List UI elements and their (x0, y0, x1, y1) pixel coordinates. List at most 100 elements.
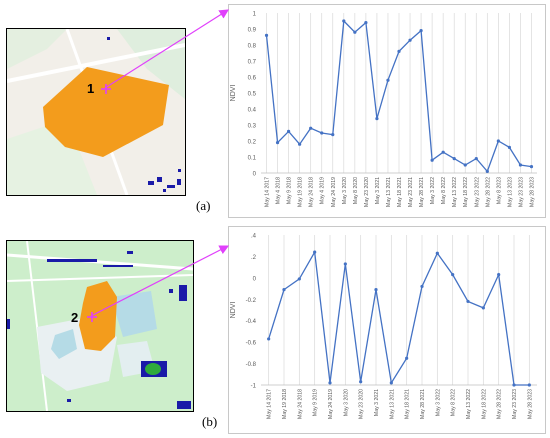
marker-label-1: 1 (87, 81, 94, 96)
data-point (297, 277, 301, 281)
data-point (441, 150, 445, 154)
x-tick-label: May 18 2022 (481, 389, 487, 419)
x-tick-label: May 9 2019 (313, 389, 319, 416)
chart-frame-a: 0 0.1 0.2 0.3 0.4 0.5 0.6 0.7 0.8 0.9 1 NDVI May 14 … (228, 4, 546, 218)
data-point (451, 273, 455, 277)
x-tick-label: May 9 2018 (287, 177, 293, 204)
x-tick-label: May 3 2021 (375, 177, 381, 204)
data-point (512, 383, 516, 387)
data-point (298, 142, 302, 146)
x-tick-label: May 4 2019 (320, 177, 326, 204)
y-tick-label: 1 (253, 12, 257, 18)
y-tick-label: .4 (251, 234, 257, 240)
data-point (452, 157, 456, 161)
x-tick-label: May 23 2022 (474, 177, 480, 207)
x-tick-label: May 24 2019 (328, 389, 334, 419)
chart-frame-b: .4 .2 0 -0.2 -0.4 -0.6 -0.8 -1 NDVI May 14 2017 Ma… (228, 226, 546, 434)
data-point (419, 29, 423, 33)
detection-pixels-a (148, 169, 181, 192)
x-tick-label: May 3 2021 (374, 389, 380, 416)
y-tick-label: -0.4 (246, 319, 257, 325)
x-tick-label: May 14 2017 (265, 177, 271, 207)
x-tick-label: May 8 2023 (496, 177, 502, 204)
x-tick-label: May 28 2021 (419, 177, 425, 207)
data-point (331, 133, 335, 137)
data-point (420, 284, 424, 289)
map-a-svg: 1 (7, 29, 185, 195)
map-b-road (26, 241, 48, 411)
x-tick-label: May 3 2020 (342, 177, 348, 204)
data-point (507, 145, 511, 149)
marker-label-2: 2 (71, 310, 78, 325)
x-tick-label: May 19 2018 (298, 177, 304, 207)
x-tick-label: May 3 2022 (435, 389, 441, 416)
panel-label-a: (a) (196, 198, 211, 213)
detection-green-patch (145, 363, 161, 375)
x-tick-label: May 18 2021 (397, 177, 403, 207)
data-point (342, 19, 346, 23)
panel-label-b: (b) (202, 414, 218, 429)
ndvi-chart-b: .4 .2 0 -0.2 -0.4 -0.6 -0.8 -1 NDVI May 14 2017 Ma… (230, 234, 537, 419)
detection-pixel (107, 37, 110, 40)
data-point (497, 273, 501, 277)
map-panel-b: 2 (6, 240, 194, 412)
data-point (353, 30, 357, 34)
x-tick-label: May 14 2017 (267, 389, 273, 419)
data-point (282, 288, 286, 292)
x-tick-label: May 23 2020 (364, 177, 370, 207)
x-tick-label: May 13 2022 (452, 177, 458, 207)
x-tick-label: May 4 2018 (276, 177, 282, 204)
x-tick-label: May 18 2022 (463, 177, 469, 207)
y-tick-label: 0.5 (248, 92, 257, 98)
y-axis-label: NDVI (230, 302, 237, 319)
x-tick-label: May 23 2023 (518, 177, 524, 207)
data-point (466, 299, 470, 304)
x-tick-label: May 23 2023 (512, 389, 518, 419)
x-tick-label: May 3 2020 (343, 389, 349, 416)
data-point (359, 380, 363, 384)
x-tick-label: May 8 2022 (441, 177, 447, 204)
data-point (405, 356, 409, 360)
data-point (496, 139, 500, 143)
x-tick-label: May 23 2020 (359, 389, 365, 419)
field-polygon-a (43, 67, 169, 157)
x-tick-label: May 8 2020 (353, 177, 359, 204)
y-tick-label: -0.8 (246, 362, 257, 368)
y-tick-label: 0 (253, 276, 257, 282)
x-tick-label: May 13 2023 (507, 177, 513, 207)
data-point (463, 163, 467, 167)
data-point (374, 288, 378, 292)
y-tick-label: 0.4 (248, 108, 257, 114)
x-tick-label: May 8 2022 (451, 389, 457, 416)
x-tick-label: May 28 2023 (527, 389, 533, 419)
data-point (320, 131, 324, 135)
x-tick-label: May 28 2022 (497, 389, 503, 419)
data-point (275, 141, 280, 145)
y-tick-label: 0.8 (248, 44, 257, 50)
y-tick-label: 0.1 (248, 156, 257, 162)
x-tick-label: May 28 2022 (485, 177, 491, 207)
x-tick-label: May 24 2018 (309, 177, 315, 207)
x-tick-label: May 28 2023 (529, 177, 535, 207)
map-panel-a: 1 (6, 28, 186, 196)
x-tick-label: May 13 2022 (466, 389, 472, 419)
y-tick-label: 0 (253, 172, 257, 178)
data-point (267, 337, 271, 341)
data-point (430, 158, 434, 162)
data-point (328, 381, 332, 385)
y-tick-label: 0.7 (248, 60, 257, 66)
map-a-green-area (7, 29, 67, 69)
y-tick-label: 0.2 (248, 140, 257, 146)
y-axis-label: NDVI (230, 85, 237, 102)
water-body (51, 329, 77, 359)
y-tick-label: .2 (251, 255, 257, 261)
data-point (518, 163, 523, 167)
x-tick-label: May 28 2021 (420, 389, 426, 419)
x-tick-label: May 18 2021 (405, 389, 411, 419)
data-point (287, 129, 291, 133)
y-tick-label: -0.6 (246, 341, 257, 347)
data-point (474, 157, 478, 161)
x-tick-label: May 24 2019 (331, 177, 337, 207)
data-point (313, 250, 317, 254)
data-point (386, 78, 390, 82)
